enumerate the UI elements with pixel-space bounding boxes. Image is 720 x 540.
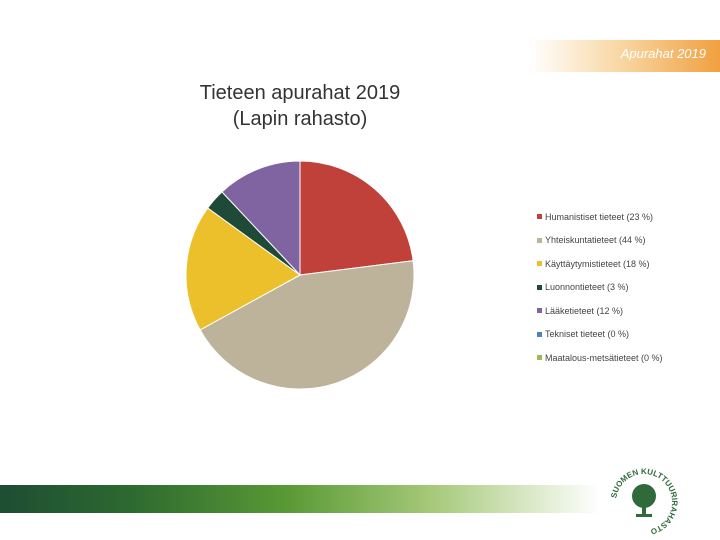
legend-item-1: Yhteiskuntatieteet (44 %)	[537, 229, 663, 253]
header-tag-label: Apurahat 2019	[620, 46, 706, 61]
legend-label-5: Tekniset tieteet (0 %)	[545, 329, 630, 340]
legend-swatch-0	[537, 214, 542, 220]
legend-swatch-2	[537, 261, 542, 267]
tree-icon	[632, 484, 656, 517]
legend-item-6: Maatalous-metsätieteet (0 %)	[537, 346, 663, 370]
legend-swatch-4	[537, 308, 542, 314]
legend-label-2: Käyttäytymistieteet (18 %)	[545, 258, 650, 269]
bottom-gradient-bar	[0, 485, 600, 513]
legend-item-5: Tekniset tieteet (0 %)	[537, 323, 663, 347]
legend-swatch-3	[537, 284, 542, 290]
legend-swatch-1	[537, 237, 542, 243]
chart-title: Tieteen apurahat 2019 (Lapin rahasto)	[150, 80, 450, 132]
header-tag: Apurahat 2019	[530, 40, 720, 72]
legend-label-4: Lääketieteet (12 %)	[545, 305, 624, 316]
pie-chart	[185, 160, 415, 390]
pie-slice-2	[185, 207, 301, 331]
legend-swatch-5	[537, 331, 542, 337]
legend-item-0: Humanistiset tieteet (23 %)	[537, 205, 663, 229]
pie-slice-1	[199, 260, 415, 390]
chart-title-line-2: (Lapin rahasto)	[232, 108, 368, 130]
legend-swatch-6	[537, 355, 542, 361]
legend-label-3: Luonnontieteet (3 %)	[545, 282, 629, 293]
foundation-logo: SUOMEN KULTTUURIRAHASTO	[609, 467, 679, 536]
legend-label-0: Humanistiset tieteet (23 %)	[545, 211, 654, 222]
chart-legend: Humanistiset tieteet (23 %) Yhteiskuntati…	[537, 205, 663, 370]
legend-item-4: Lääketieteet (12 %)	[537, 299, 663, 323]
legend-item-2: Käyttäytymistieteet (18 %)	[537, 252, 663, 276]
legend-label-6: Maatalous-metsätieteet (0 %)	[545, 352, 663, 363]
chart-title-line-1: Tieteen apurahat 2019	[199, 82, 401, 104]
legend-label-1: Yhteiskuntatieteet (44 %)	[545, 235, 646, 246]
pie-slice-4	[221, 160, 301, 277]
legend-item-3: Luonnontieteet (3 %)	[537, 276, 663, 300]
pie-slice-0	[299, 160, 414, 276]
